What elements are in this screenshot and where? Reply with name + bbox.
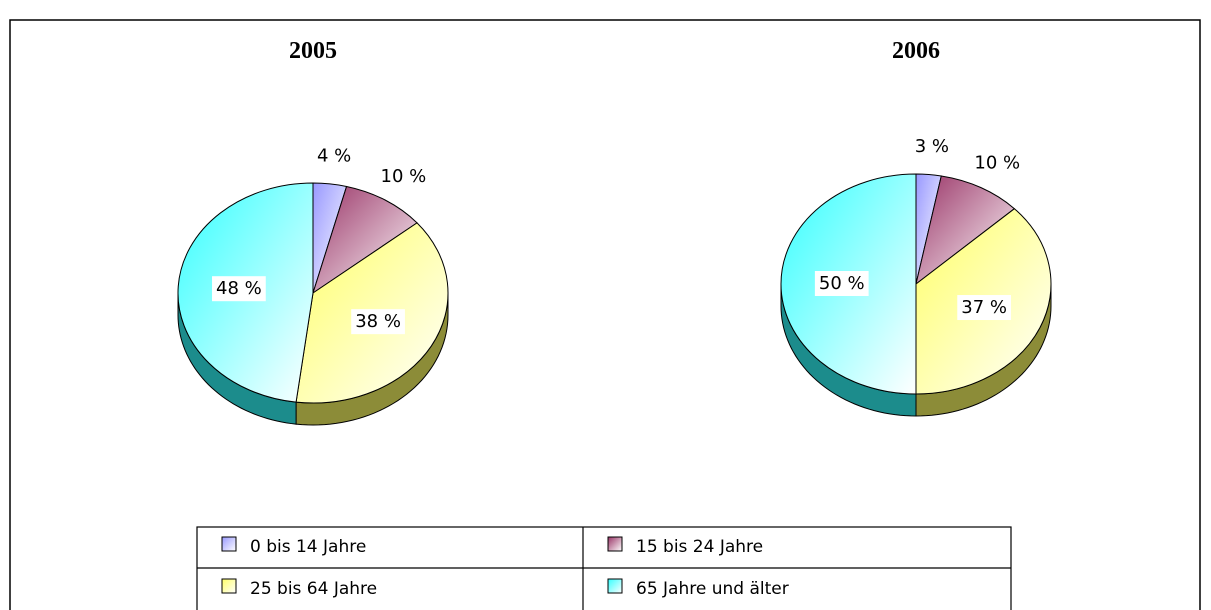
data-label: 4 % bbox=[317, 146, 351, 167]
chart-title: 2006 bbox=[892, 38, 940, 64]
data-label: 3 % bbox=[915, 136, 949, 157]
data-label: 37 % bbox=[961, 297, 1007, 318]
pie-slice bbox=[312, 185, 418, 295]
data-label: 10 % bbox=[381, 166, 427, 187]
data-label: 38 % bbox=[355, 311, 401, 332]
legend-swatch bbox=[221, 578, 237, 594]
pie-slice bbox=[915, 175, 1016, 286]
label-bg bbox=[970, 150, 1025, 176]
label-bg bbox=[351, 309, 405, 335]
label-bg bbox=[910, 134, 954, 160]
data-label: 48 % bbox=[216, 278, 262, 299]
label-bg bbox=[814, 271, 869, 296]
chart-title: 2005 bbox=[289, 38, 337, 64]
label-bg bbox=[313, 143, 356, 169]
legend-label: 65 Jahre und älter bbox=[636, 579, 789, 599]
legend-label: 0 bis 14 Jahre bbox=[250, 537, 366, 557]
data-label: 10 % bbox=[974, 153, 1020, 174]
data-label: 50 % bbox=[819, 273, 865, 294]
legend-swatch bbox=[221, 536, 237, 552]
legend-swatch bbox=[607, 578, 623, 594]
legend-label: 25 bis 64 Jahre bbox=[250, 579, 377, 599]
label-bg bbox=[212, 276, 266, 302]
label-bg bbox=[957, 295, 1012, 321]
label-bg bbox=[376, 163, 431, 189]
legend-label: 15 bis 24 Jahre bbox=[636, 537, 763, 557]
frame bbox=[9, 19, 1201, 610]
legend-swatch bbox=[607, 536, 623, 552]
